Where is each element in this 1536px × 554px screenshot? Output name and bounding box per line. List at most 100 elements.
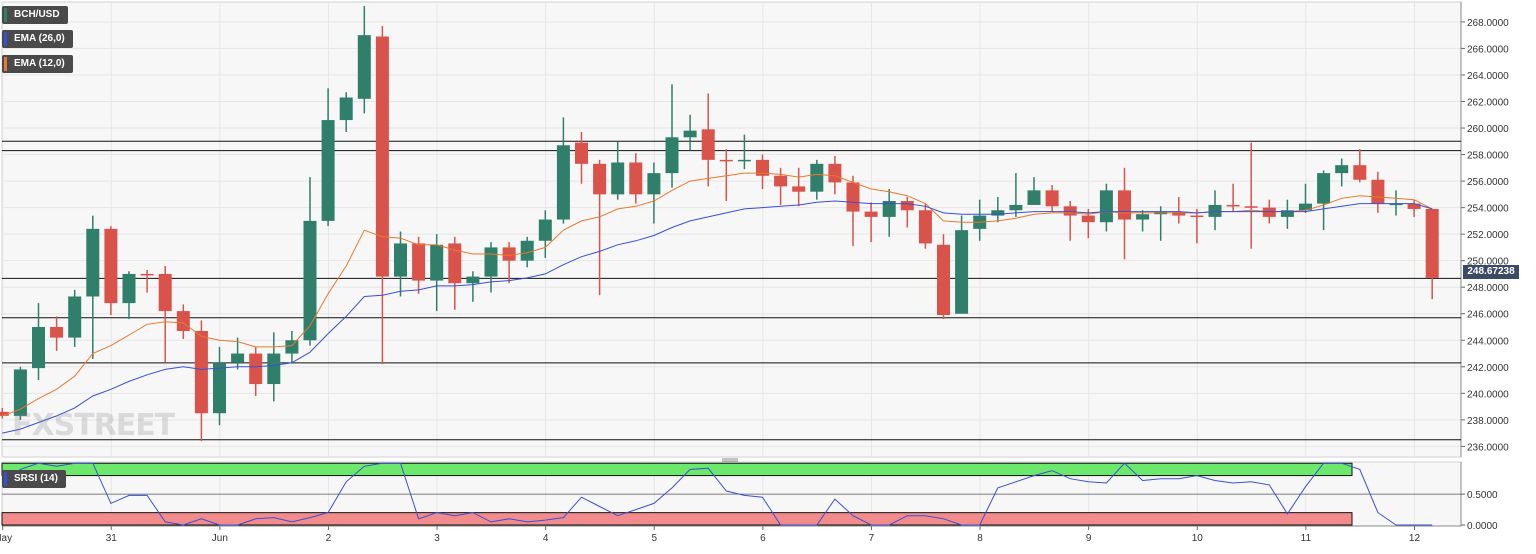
candle-body [50, 327, 64, 338]
y-tick-label: 250.0000 [1467, 257, 1509, 268]
candle-body [647, 173, 661, 195]
candle-body [1317, 173, 1331, 204]
candle-body [1118, 190, 1131, 220]
x-tick-label: 9 [1086, 533, 1092, 544]
candle-body [846, 182, 860, 212]
watermark-logo: FXSTREET [12, 408, 175, 443]
ema26-label: EMA (26,0) [14, 33, 65, 44]
y-tick-label: 246.0000 [1467, 310, 1509, 321]
ema26-line [2, 200, 1433, 434]
candle-body [1262, 207, 1276, 217]
ema12-color-swatch [4, 57, 7, 71]
candle-body [375, 36, 389, 277]
y-tick-label: 258.0000 [1467, 151, 1509, 162]
candle-body [267, 353, 281, 385]
candle-body [556, 145, 570, 220]
candle-body [991, 210, 1005, 216]
candle-body [339, 97, 353, 121]
candle-body [448, 243, 462, 284]
candle-body [611, 162, 625, 195]
ema12-tag[interactable]: EMA (12,0) [2, 55, 73, 73]
y-tick-label: 262.0000 [1467, 97, 1509, 108]
x-tick-label: 5 [651, 533, 657, 544]
candle-body [1389, 203, 1403, 206]
y-tick-label: 264.0000 [1467, 71, 1509, 82]
x-tick-label: 12 [1409, 533, 1421, 544]
ema26-tag[interactable]: EMA (26,0) [2, 30, 73, 48]
srsi-y-tick-label: 0.5000 [1467, 490, 1498, 501]
candle-body [810, 163, 824, 192]
candle-body [1425, 208, 1439, 278]
y-tick-label: 236.0000 [1467, 442, 1509, 453]
candle-body [1099, 190, 1113, 223]
y-tick-label: 266.0000 [1467, 44, 1509, 55]
y-tick-label: 244.0000 [1467, 336, 1509, 347]
candle-body [1009, 204, 1023, 211]
candle-body [937, 244, 950, 316]
candles-group [0, 5, 1439, 442]
candle-body [321, 120, 335, 221]
x-tick-label: May [0, 533, 12, 544]
candle-body [104, 228, 118, 304]
x-tick-label: 3 [434, 533, 440, 544]
candle-body [792, 186, 806, 192]
candle-body [303, 220, 317, 341]
candle-body [737, 159, 751, 162]
candle-body [828, 163, 842, 183]
candle-body [249, 353, 263, 385]
candle-body [1136, 214, 1150, 220]
x-tick-label: 8 [977, 533, 983, 544]
candle-body [1027, 190, 1041, 205]
candle-body [32, 327, 45, 369]
y-tick-label: 268.0000 [1467, 18, 1509, 29]
candle-body [0, 411, 9, 416]
candle-body [412, 243, 426, 281]
candle-body [213, 362, 226, 414]
candle-body [466, 276, 480, 284]
candle-body [864, 211, 878, 217]
x-tick-label: 31 [106, 533, 118, 544]
symbol-tag[interactable]: BCH/USD [2, 6, 68, 24]
y-tick-label: 242.0000 [1467, 363, 1509, 374]
candle-body [1208, 204, 1222, 217]
x-tick-label: Jun [212, 533, 228, 544]
x-tick-label: 4 [543, 533, 549, 544]
candle-body [1371, 179, 1385, 204]
candle-body [140, 273, 154, 276]
srsi-line [1, 462, 1433, 526]
candle-body [285, 340, 299, 354]
candle-body [1226, 204, 1240, 207]
candle-body [1081, 215, 1095, 223]
candle-body [575, 142, 588, 164]
candle-body [13, 369, 27, 416]
x-tick-label: 7 [869, 533, 875, 544]
x-tick-label: 2 [326, 533, 332, 544]
srsi-color-swatch [4, 472, 7, 486]
y-tick-label: 240.0000 [1467, 389, 1509, 400]
y-tick-label: 260.0000 [1467, 124, 1509, 135]
srsi-tag[interactable]: SRSI (14) [2, 470, 66, 488]
srsi-overbought-zone [1, 462, 1353, 477]
candle-body [1335, 165, 1349, 174]
x-tick-label: 6 [760, 533, 766, 544]
price-panel [1, 1, 1462, 458]
candle-body [502, 247, 516, 261]
y-tick-label: 252.0000 [1467, 230, 1509, 241]
y-tick-label: 254.0000 [1467, 204, 1509, 215]
candle-body [593, 163, 607, 195]
x-tick-label: 10 [1192, 533, 1204, 544]
y-tick-label: 256.0000 [1467, 177, 1509, 188]
symbol-color-swatch [4, 8, 7, 22]
candle-body [520, 240, 534, 261]
candle-body [756, 159, 769, 176]
candle-body [774, 175, 788, 187]
candle-body [719, 159, 733, 162]
symbol-label: BCH/USD [14, 9, 60, 20]
candle-body [701, 129, 715, 160]
candle-body [484, 247, 498, 277]
candle-body [1280, 210, 1294, 217]
candle-body [394, 243, 407, 277]
candle-body [1172, 211, 1186, 216]
